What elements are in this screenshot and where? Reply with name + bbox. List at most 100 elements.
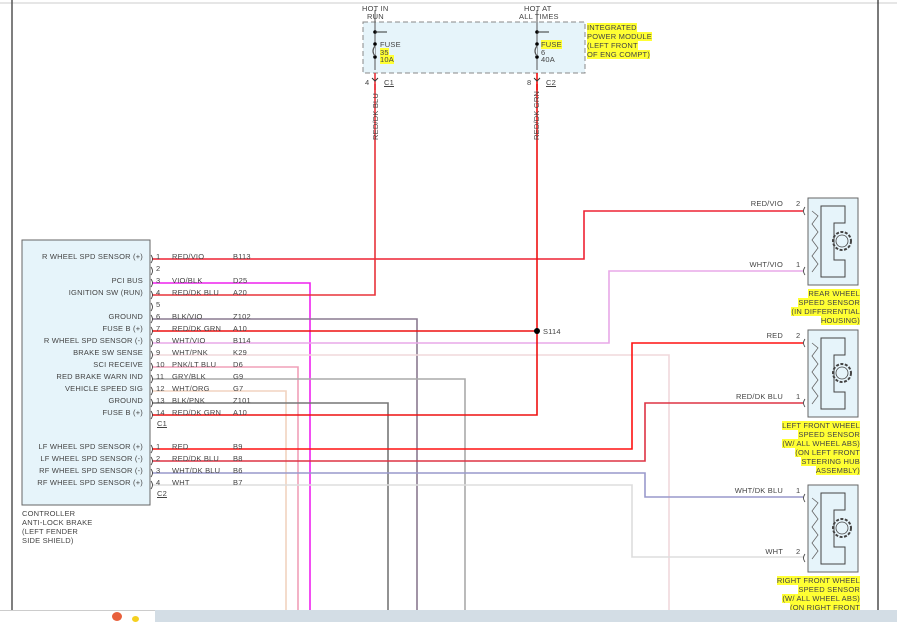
connector-label: C2 <box>546 78 556 87</box>
wire-color-label: WHT/PNK <box>172 348 208 357</box>
hot-at-all-times-label: HOT AT <box>524 4 552 13</box>
circuit-code: B8 <box>233 454 243 463</box>
wire-color-label: WHT <box>172 478 190 487</box>
pin-number: 3 <box>156 466 161 475</box>
sensor-name: (W/ ALL WHEEL ABS) <box>782 439 860 448</box>
wire-c1-pin-6 <box>152 318 418 612</box>
wire-c1-pin-3 <box>152 282 311 612</box>
pin-number: 2 <box>156 264 161 273</box>
fuse-rating: 40A <box>541 55 555 64</box>
pin-connector-icon <box>150 456 153 466</box>
wire-color-label: RED/DK BLU <box>371 92 380 140</box>
pin-connector-icon <box>150 338 153 348</box>
controller-pin-function: LF WHEEL SPD SENSOR (-) <box>40 454 143 463</box>
pin-number: 2 <box>156 454 161 463</box>
wire-color-label: RED/DK BLU <box>735 392 783 401</box>
wire-c1-pin-1 <box>152 210 803 260</box>
pin-number: 10 <box>156 360 165 369</box>
controller-pin-function: RF WHEEL SPD SENSOR (-) <box>39 466 143 475</box>
node-dot <box>373 42 377 46</box>
sensor-name: (ON RIGHT FRONT <box>790 603 860 612</box>
controller-name: (LEFT FENDER <box>22 527 79 536</box>
circuit-code: D6 <box>233 360 243 369</box>
circuit-code: Z101 <box>233 396 251 405</box>
wire-color-label: RED/DK GRN <box>172 324 222 333</box>
controller-pin-function: R WHEEL SPD SENSOR (+) <box>41 252 143 261</box>
sensor-name: STEERING HUB <box>801 457 860 466</box>
pin-connector-icon <box>150 350 153 360</box>
fuse-number: 35 <box>380 48 389 57</box>
wire-color-label: GRY/BLK <box>172 372 206 381</box>
circuit-code: A10 <box>233 324 247 333</box>
wire-color-label: RED/DK GRN <box>532 90 541 140</box>
pin-connector-icon <box>150 374 153 384</box>
sensor-pin-connector-icon <box>803 398 806 408</box>
wire-color-label: RED <box>766 331 783 340</box>
power-module-name: INTEGRATED <box>587 23 637 32</box>
fuse-icon <box>372 45 376 57</box>
sensor-pin-connector-icon <box>803 553 806 563</box>
wire-c2-pin-2 <box>152 402 803 462</box>
sensor-pin-connector-icon <box>803 493 806 503</box>
controller-pin-function: RED BRAKE WARN IND <box>56 372 143 381</box>
pin-number: 1 <box>796 392 801 401</box>
controller-name: CONTROLLER <box>22 509 76 518</box>
circuit-code: B9 <box>233 442 243 451</box>
sensor-pin-connector-icon <box>803 338 806 348</box>
pin-connector-icon <box>150 386 153 396</box>
app-icon[interactable] <box>132 616 139 622</box>
fuse-rating: 10A <box>380 55 394 64</box>
controller-pin-function: BRAKE SW SENSE <box>73 348 143 357</box>
pin-connector-icon <box>150 444 153 454</box>
sensor-name: REAR WHEEL <box>808 289 860 298</box>
sensor-name: (ON LEFT FRONT <box>795 448 860 457</box>
pin-connector-icon <box>150 278 153 288</box>
pin-connector-icon <box>150 398 153 408</box>
wire-color-label: WHT <box>765 547 783 556</box>
connector-label: C1 <box>157 419 167 428</box>
wire-c1-pin-14 <box>152 84 538 416</box>
hot-in-run-label: HOT IN <box>362 4 389 13</box>
controller-pin-function: SCI RECEIVE <box>93 360 143 369</box>
fuse-icon <box>534 45 538 57</box>
sensor-name: SPEED SENSOR <box>798 430 860 439</box>
app-icon[interactable] <box>112 612 122 621</box>
wire-color-label: WHT/DK BLU <box>172 466 221 475</box>
hot-at-all-times-label: ALL TIMES <box>519 12 559 21</box>
taskbar-area <box>0 610 155 622</box>
sensor-core-icon <box>820 337 846 410</box>
wire-color-label: BLK/VIO <box>172 312 203 321</box>
wire-c2-pin-4 <box>152 484 803 558</box>
pin-number: 4 <box>156 478 161 487</box>
wire-c1-pin-11 <box>152 378 466 612</box>
controller-pin-function: IGNITION SW (RUN) <box>68 288 143 297</box>
wire-color-label: PNK/LT BLU <box>172 360 217 369</box>
wire-color-label: WHT/DK BLU <box>734 486 783 495</box>
power-module-name: OF ENG COMPT) <box>587 50 651 59</box>
pin-number: 14 <box>156 408 165 417</box>
wire-color-label: RED/DK BLU <box>172 288 220 297</box>
circuit-code: D25 <box>233 276 248 285</box>
controller-pin-function: RF WHEEL SPD SENSOR (+) <box>37 478 143 487</box>
pin-connector-icon <box>150 326 153 336</box>
coil-icon <box>811 210 819 273</box>
controller-pin-function: FUSE B (+) <box>102 324 143 333</box>
pin-connector-icon <box>150 314 153 324</box>
sensor-core-icon <box>820 492 846 565</box>
circuit-code: Z102 <box>233 312 251 321</box>
pin-number: 6 <box>156 312 161 321</box>
controller-pin-function: GROUND <box>108 312 143 321</box>
wire-c2-pin-1 <box>152 342 803 450</box>
fuse-number: 6 <box>541 48 546 57</box>
sensor-pin-connector-icon <box>803 206 806 216</box>
wire-c1-pin-4 <box>152 84 376 296</box>
sensor-name: SPEED SENSOR <box>798 585 860 594</box>
connector-label: C2 <box>157 489 167 498</box>
splice-label: S114 <box>543 327 561 336</box>
horizontal-scrollbar[interactable] <box>0 610 897 622</box>
circuit-code: G9 <box>233 372 244 381</box>
node-dot <box>373 55 377 59</box>
power-module-name: (LEFT FRONT <box>587 41 638 50</box>
circuit-code: G7 <box>233 384 244 393</box>
pin-connector-icon <box>150 266 153 276</box>
